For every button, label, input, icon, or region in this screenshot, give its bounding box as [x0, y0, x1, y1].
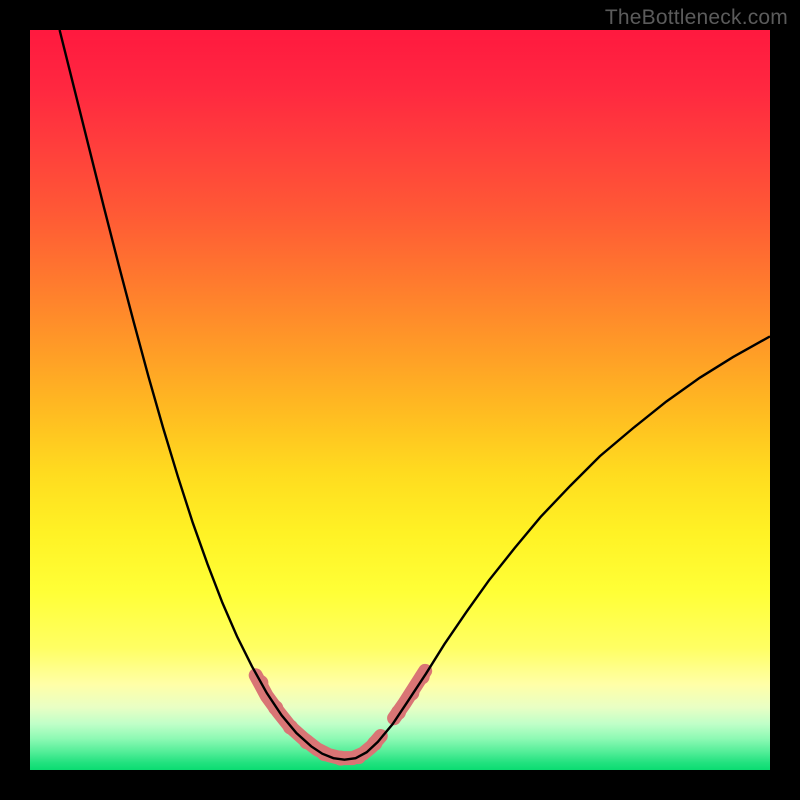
bottleneck-curve — [60, 30, 770, 760]
curve-layer — [30, 30, 770, 770]
plot-area — [30, 30, 770, 770]
watermark-text: TheBottleneck.com — [605, 6, 788, 30]
highlight-segment — [256, 675, 381, 758]
